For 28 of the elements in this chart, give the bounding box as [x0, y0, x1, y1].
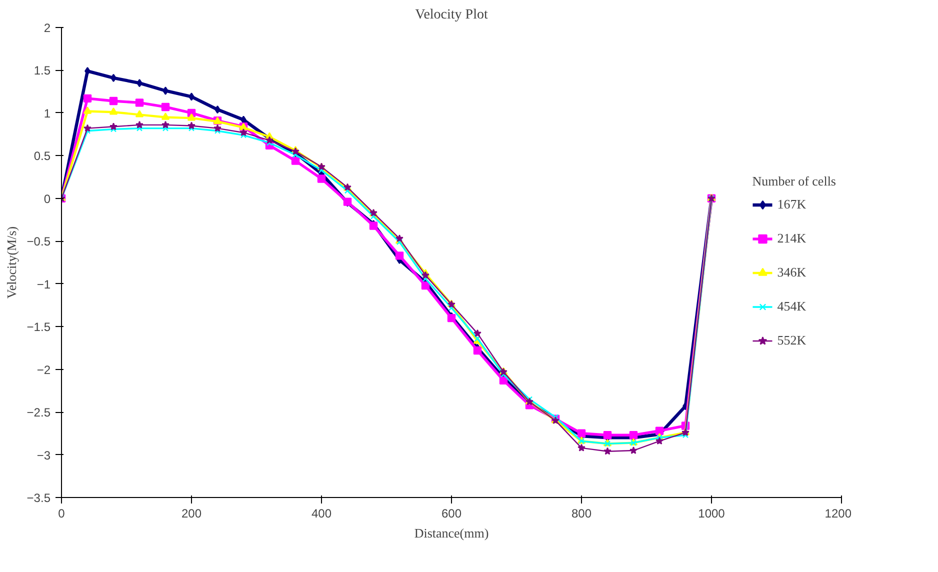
- legend-label: 552K: [777, 332, 806, 348]
- x-tick-label: 600: [441, 506, 462, 520]
- y-tick-label: −3.5: [26, 491, 51, 505]
- legend-label: 346K: [777, 264, 806, 280]
- x-tick-label: 1000: [698, 506, 726, 520]
- y-tick-label: 0.5: [34, 149, 51, 164]
- legend-title: Number of cells: [752, 174, 836, 190]
- x-tick-label: 800: [571, 506, 592, 520]
- x-tick-label: 1200: [824, 506, 852, 520]
- y-tick-label: −1.5: [26, 320, 51, 334]
- legend-label: 214K: [777, 230, 806, 246]
- chart-title: Velocity Plot: [415, 8, 488, 22]
- x-axis-title: Distance(mm): [414, 526, 489, 540]
- y-tick-label: −0.5: [26, 234, 51, 249]
- y-tick-label: −3: [36, 448, 51, 462]
- legend-label: 454K: [777, 298, 806, 314]
- y-tick-label: 1.5: [34, 64, 51, 78]
- y-tick-label: −2.5: [26, 406, 51, 420]
- y-tick-label: 2: [44, 21, 51, 35]
- y-tick-label: 1: [44, 106, 51, 120]
- legend-label: 167K: [777, 196, 806, 212]
- y-tick-label: −1: [36, 277, 51, 292]
- y-tick-label: 0: [44, 192, 51, 206]
- y-axis-title: Velocity(M/s): [4, 226, 19, 299]
- x-tick-label: 200: [181, 506, 202, 520]
- y-tick-label: −2: [36, 362, 51, 377]
- x-tick-label: 400: [311, 506, 332, 520]
- x-tick-label: 0: [58, 506, 66, 520]
